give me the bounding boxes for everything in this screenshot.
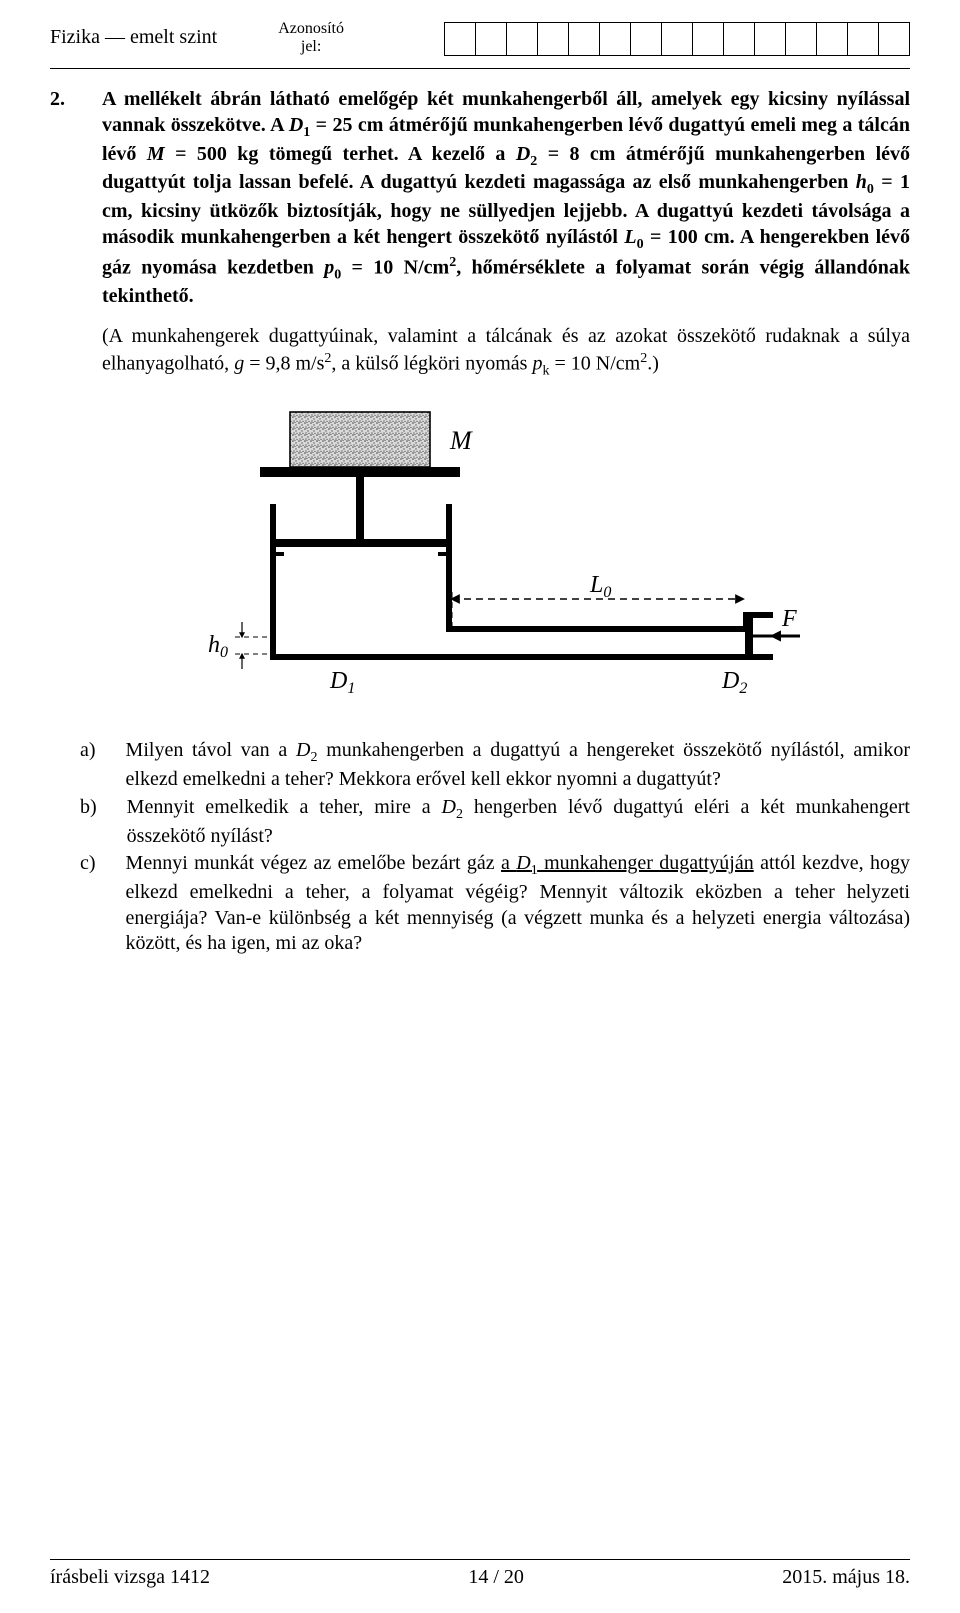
question-b-label: b): [50, 795, 97, 850]
question-a: a) Milyen távol van a D2 munkahengerben …: [50, 738, 910, 793]
id-cell[interactable]: [754, 22, 786, 56]
id-boxes: [445, 22, 910, 56]
id-cell[interactable]: [599, 22, 631, 56]
id-cell[interactable]: [475, 22, 507, 56]
id-cell[interactable]: [816, 22, 848, 56]
id-cell[interactable]: [568, 22, 600, 56]
subject-label: Fizika — emelt szint: [50, 20, 217, 49]
question-c-text: Mennyi munkát végez az emelőbe bezárt gá…: [126, 851, 910, 957]
label-F: F: [781, 606, 797, 632]
problem-main: A mellékelt ábrán látható emelőgép két m…: [102, 87, 910, 310]
problem-text: A mellékelt ábrán látható emelőgép két m…: [102, 87, 910, 394]
question-b: b) Mennyit emelkedik a teher, mire a D2 …: [50, 795, 910, 850]
id-cell[interactable]: [506, 22, 538, 56]
page-header: Fizika — emelt szint Azonosító jel:: [50, 20, 910, 56]
id-cell[interactable]: [630, 22, 662, 56]
problem-number: 2.: [50, 87, 74, 394]
label-M: M: [449, 426, 473, 455]
problem-note: (A munkahengerek dugattyúinak, valamint …: [102, 324, 910, 380]
hydraulic-diagram: M: [160, 404, 800, 714]
footer-right: 2015. május 18.: [782, 1566, 910, 1589]
question-c: c) Mennyi munkát végez az emelőbe bezárt…: [50, 851, 910, 957]
footer-center: 14 / 20: [468, 1566, 524, 1589]
id-cell[interactable]: [785, 22, 817, 56]
problem-block: 2. A mellékelt ábrán látható emelőgép ké…: [50, 87, 910, 394]
id-label: Azonosító jel:: [278, 20, 344, 55]
id-cell[interactable]: [692, 22, 724, 56]
question-a-label: a): [50, 738, 96, 793]
footer-left: írásbeli vizsga 1412: [50, 1566, 210, 1589]
id-cell[interactable]: [723, 22, 755, 56]
label-D2: D2: [721, 668, 747, 697]
id-cell[interactable]: [847, 22, 879, 56]
id-label-line1: Azonosító: [278, 20, 344, 38]
question-b-text: Mennyit emelkedik a teher, mire a D2 hen…: [127, 795, 910, 850]
page-footer: írásbeli vizsga 1412 14 / 20 2015. május…: [50, 1559, 910, 1589]
id-cell[interactable]: [878, 22, 910, 56]
header-rule: [50, 68, 910, 69]
question-a-text: Milyen távol van a D2 munkahengerben a d…: [126, 738, 910, 793]
id-label-line2: jel:: [278, 38, 344, 56]
label-h0: h0: [208, 632, 228, 661]
question-c-label: c): [50, 851, 96, 957]
id-cell[interactable]: [444, 22, 476, 56]
label-L0: L0: [589, 572, 611, 601]
question-list: a) Milyen távol van a D2 munkahengerben …: [50, 738, 910, 957]
id-cell[interactable]: [661, 22, 693, 56]
id-cell[interactable]: [537, 22, 569, 56]
label-D1: D1: [329, 668, 355, 697]
